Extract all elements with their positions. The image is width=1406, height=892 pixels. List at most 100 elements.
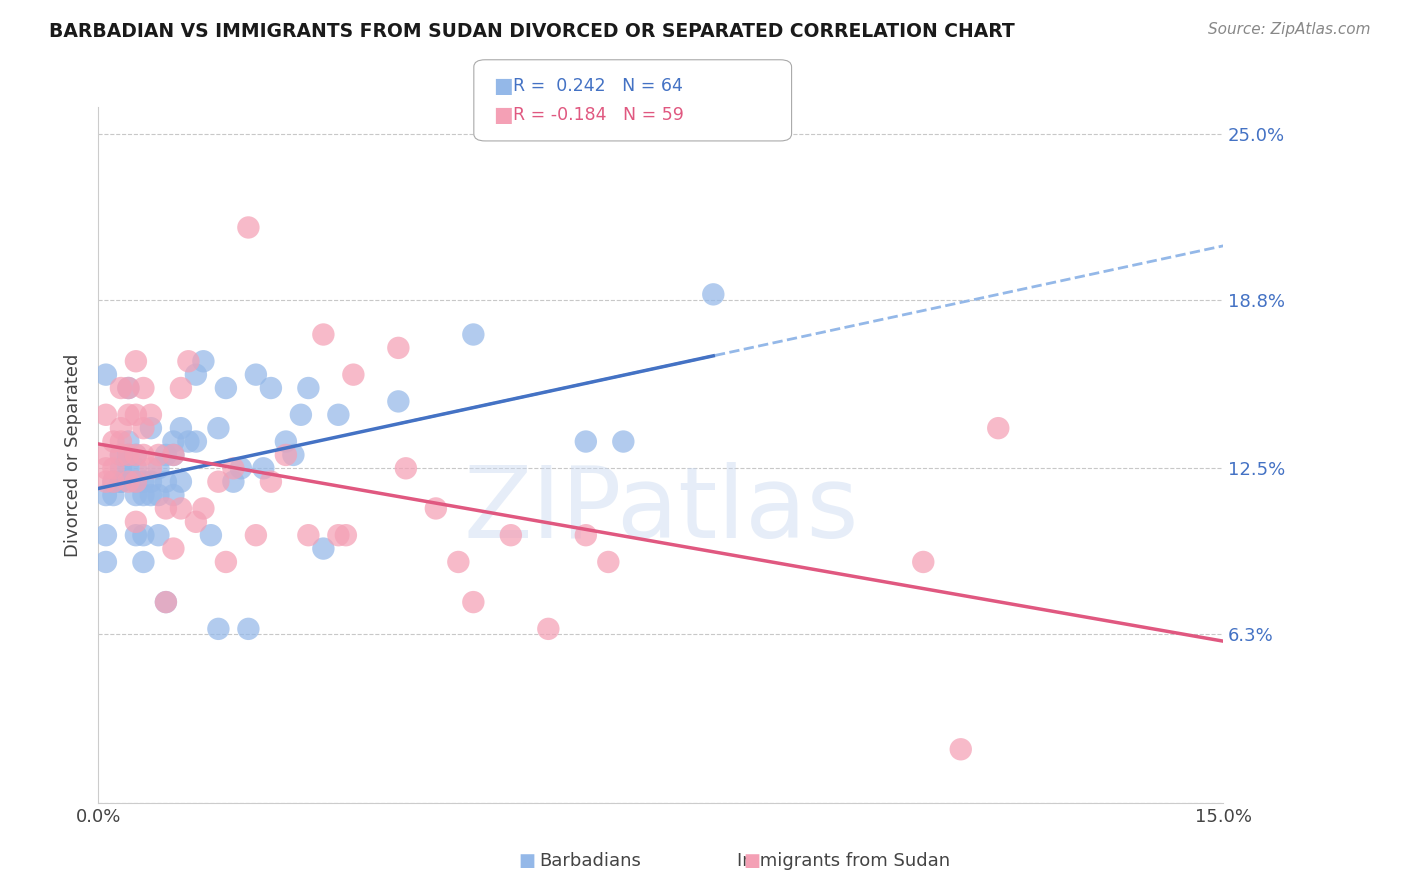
Point	[537, 622, 560, 636]
Point	[238, 220, 260, 235]
Point	[238, 622, 260, 636]
Point	[274, 448, 297, 462]
Point	[612, 434, 634, 449]
Point	[222, 475, 245, 489]
Point	[155, 475, 177, 489]
Text: ■: ■	[494, 105, 513, 125]
Point	[245, 368, 267, 382]
Point	[200, 528, 222, 542]
Point	[94, 461, 117, 475]
Point	[132, 528, 155, 542]
Point	[575, 434, 598, 449]
Point	[207, 421, 229, 435]
Point	[260, 475, 283, 489]
Point	[215, 381, 238, 395]
Point	[132, 488, 155, 502]
Point	[110, 475, 132, 489]
Point	[132, 381, 155, 395]
Point	[94, 528, 117, 542]
Point	[447, 555, 470, 569]
Y-axis label: Divorced or Separated: Divorced or Separated	[65, 353, 83, 557]
Point	[117, 381, 139, 395]
Point	[170, 501, 193, 516]
Point	[245, 528, 267, 542]
Point	[139, 488, 162, 502]
Point	[125, 448, 148, 462]
Point	[342, 368, 364, 382]
Point	[215, 555, 238, 569]
Point	[463, 595, 485, 609]
Point	[110, 475, 132, 489]
Point	[193, 501, 215, 516]
Point	[110, 475, 132, 489]
Point	[117, 475, 139, 489]
Point	[117, 448, 139, 462]
Point	[598, 555, 620, 569]
Point	[125, 528, 148, 542]
Point	[103, 461, 125, 475]
Point	[170, 421, 193, 435]
Point	[912, 555, 935, 569]
Point	[162, 488, 184, 502]
Point	[170, 381, 193, 395]
Point	[297, 528, 319, 542]
Point	[139, 421, 162, 435]
Point	[260, 381, 283, 395]
Point	[222, 461, 245, 475]
Point	[148, 488, 170, 502]
Point	[335, 528, 357, 542]
Text: Source: ZipAtlas.com: Source: ZipAtlas.com	[1208, 22, 1371, 37]
Point	[312, 327, 335, 342]
Point	[170, 475, 193, 489]
Text: R = -0.184   N = 59: R = -0.184 N = 59	[513, 106, 685, 124]
Point	[117, 408, 139, 422]
Point	[94, 408, 117, 422]
Point	[463, 327, 485, 342]
Point	[103, 488, 125, 502]
Point	[155, 448, 177, 462]
Point	[103, 475, 125, 489]
Point	[132, 448, 155, 462]
Point	[387, 341, 409, 355]
Point	[110, 448, 132, 462]
Point	[125, 448, 148, 462]
Text: BARBADIAN VS IMMIGRANTS FROM SUDAN DIVORCED OR SEPARATED CORRELATION CHART: BARBADIAN VS IMMIGRANTS FROM SUDAN DIVOR…	[49, 22, 1015, 41]
Point	[702, 287, 724, 301]
Point	[290, 408, 312, 422]
Point	[283, 448, 305, 462]
Point	[125, 408, 148, 422]
Point	[148, 528, 170, 542]
Point	[184, 368, 207, 382]
Point	[162, 448, 184, 462]
Point	[425, 501, 447, 516]
Point	[328, 408, 350, 422]
Text: Barbadians: Barbadians	[540, 852, 641, 870]
Point	[177, 434, 200, 449]
Point	[110, 421, 132, 435]
Point	[987, 421, 1010, 435]
Point	[312, 541, 335, 556]
Point	[110, 461, 132, 475]
Point	[94, 488, 117, 502]
Point	[387, 394, 409, 409]
Point	[499, 528, 522, 542]
Point	[117, 381, 139, 395]
Point	[949, 742, 972, 756]
Point	[94, 368, 117, 382]
Point	[125, 461, 148, 475]
Point	[94, 555, 117, 569]
Text: ■: ■	[744, 852, 761, 870]
Point	[125, 515, 148, 529]
Point	[132, 475, 155, 489]
Point	[117, 461, 139, 475]
Point	[184, 515, 207, 529]
Point	[132, 421, 155, 435]
Point	[94, 448, 117, 462]
Text: R =  0.242   N = 64: R = 0.242 N = 64	[513, 77, 683, 95]
Point	[177, 354, 200, 368]
Point	[207, 622, 229, 636]
Point	[110, 381, 132, 395]
Point	[155, 595, 177, 609]
Text: ■: ■	[519, 852, 536, 870]
Point	[125, 488, 148, 502]
